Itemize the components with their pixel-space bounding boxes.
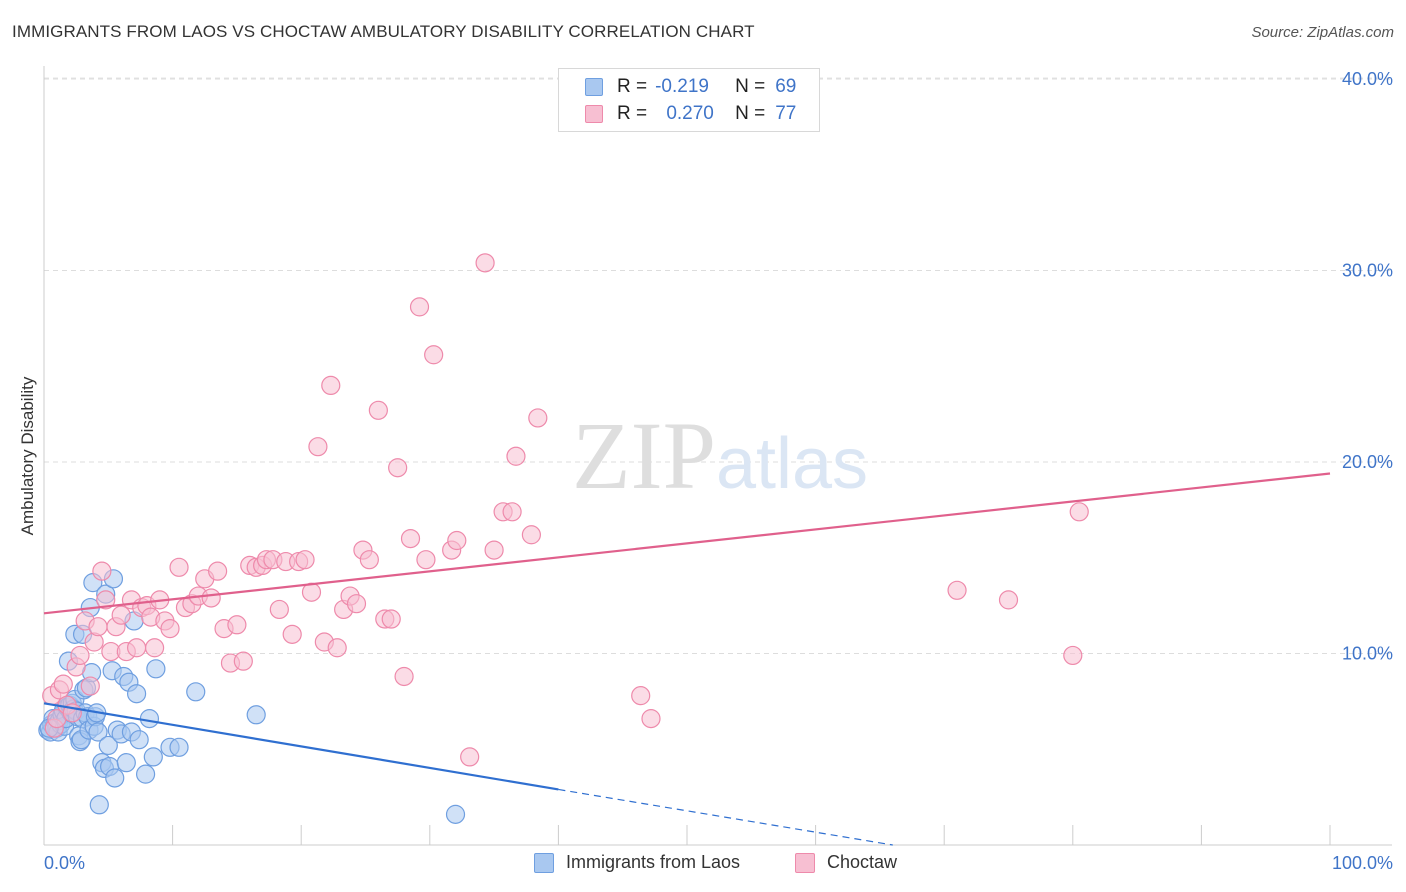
point-choctaw-52	[321, 375, 341, 395]
point-laos-64	[246, 705, 266, 725]
point-laos-38	[88, 722, 108, 742]
point-laos-55	[126, 684, 147, 704]
legend-n-label: N =	[735, 103, 766, 124]
point-choctaw-67	[424, 345, 444, 365]
legend-n-value-laos: 69	[775, 76, 797, 97]
point-choctaw-33	[201, 588, 221, 608]
point-laos-68	[445, 804, 466, 824]
point-laos-39	[89, 795, 109, 815]
point-choctaw-20	[126, 638, 147, 658]
y-tick-label-40: 40.0%	[1342, 69, 1393, 89]
point-laos-51	[116, 753, 136, 773]
point-choctaw-50	[308, 437, 328, 457]
x-tick-label-max: 100.0%	[1332, 853, 1393, 873]
legend-n-label: N =	[735, 76, 766, 97]
bottom-swatch-laos	[534, 852, 554, 873]
point-choctaw-56	[346, 594, 367, 614]
point-laos-63	[186, 682, 206, 702]
point-choctaw-37	[227, 615, 247, 635]
point-choctaw-74	[502, 502, 522, 522]
point-choctaw-70	[460, 747, 480, 767]
legend-swatch-laos	[585, 78, 603, 96]
point-choctaw-8	[70, 645, 90, 666]
point-choctaw-80	[947, 580, 967, 600]
point-choctaw-83	[1069, 502, 1089, 522]
legend-row-laos: R = -0.219 N = 69	[585, 75, 796, 99]
point-choctaw-38	[233, 651, 253, 671]
point-choctaw-58	[359, 550, 379, 570]
point-choctaw-48	[295, 550, 315, 570]
point-choctaw-65	[409, 297, 430, 317]
chart-title: IMMIGRANTS FROM LAOS VS CHOCTAW AMBULATO…	[12, 22, 755, 41]
point-choctaw-12	[88, 617, 108, 637]
bottom-swatch-choctaw	[795, 852, 815, 873]
bottom-legend-label-choctaw: Choctaw	[827, 852, 898, 872]
point-choctaw-4	[53, 674, 73, 694]
point-choctaw-75	[506, 446, 526, 466]
point-choctaw-77	[528, 408, 548, 428]
bottom-legend-laos: Immigrants from Laos	[534, 852, 740, 873]
point-choctaw-79	[641, 709, 661, 729]
point-laos-59	[143, 747, 163, 767]
point-choctaw-76	[521, 525, 541, 545]
point-choctaw-66	[416, 550, 436, 570]
point-choctaw-28	[169, 557, 189, 577]
point-choctaw-13	[92, 561, 112, 581]
x-tick-label-min: 0.0%	[44, 853, 85, 873]
point-choctaw-14	[96, 590, 116, 610]
point-choctaw-27	[160, 619, 180, 639]
legend-r-value-choctaw: 0.270	[666, 103, 714, 124]
point-choctaw-72	[484, 540, 504, 560]
stats-legend: R = -0.219 N = 69 R = 0.270 N = 77	[558, 68, 820, 132]
point-choctaw-81	[998, 590, 1019, 610]
point-choctaw-17	[111, 605, 131, 625]
point-laos-58	[139, 709, 160, 729]
legend-r-label: R =	[617, 103, 648, 124]
point-choctaw-69	[447, 530, 467, 551]
legend-r-label: R =	[617, 76, 648, 97]
point-choctaw-62	[388, 458, 408, 478]
point-laos-57	[135, 764, 156, 784]
trendline-laos-extension	[558, 788, 893, 846]
point-choctaw-63	[394, 666, 414, 687]
point-choctaw-44	[269, 599, 289, 620]
source-label: Source: ZipAtlas.com	[1251, 24, 1394, 41]
watermark: ZIPatlas	[572, 402, 868, 509]
point-laos-47	[105, 768, 125, 788]
point-laos-60	[146, 659, 166, 679]
bottom-legend-choctaw: Choctaw	[795, 852, 897, 873]
y-tick-label-30: 30.0%	[1342, 261, 1393, 281]
point-choctaw-10	[80, 676, 100, 696]
legend-n-value-choctaw: 77	[775, 103, 797, 124]
point-choctaw-24	[144, 638, 165, 658]
point-choctaw-34	[208, 561, 228, 581]
point-choctaw-61	[381, 609, 401, 629]
point-choctaw-64	[400, 528, 421, 549]
point-laos-43	[98, 735, 118, 756]
point-choctaw-53	[327, 638, 347, 658]
point-laos-56	[129, 730, 149, 750]
point-choctaw-71	[475, 253, 495, 273]
legend-swatch-choctaw	[585, 105, 603, 123]
bottom-legend-label-laos: Immigrants from Laos	[566, 852, 741, 872]
point-choctaw-46	[282, 624, 302, 644]
y-tick-label-10: 10.0%	[1342, 644, 1393, 664]
point-choctaw-82	[1063, 645, 1083, 666]
trendline-choctaw	[43, 472, 1331, 615]
y-tick-label-20: 20.0%	[1342, 452, 1393, 472]
point-choctaw-59	[368, 400, 388, 420]
trendline-laos	[43, 702, 559, 791]
legend-r-value-laos: -0.219	[655, 76, 709, 97]
point-choctaw-78	[631, 686, 651, 706]
legend-row-choctaw: R = 0.270 N = 77	[585, 102, 796, 126]
point-laos-62	[169, 737, 189, 757]
